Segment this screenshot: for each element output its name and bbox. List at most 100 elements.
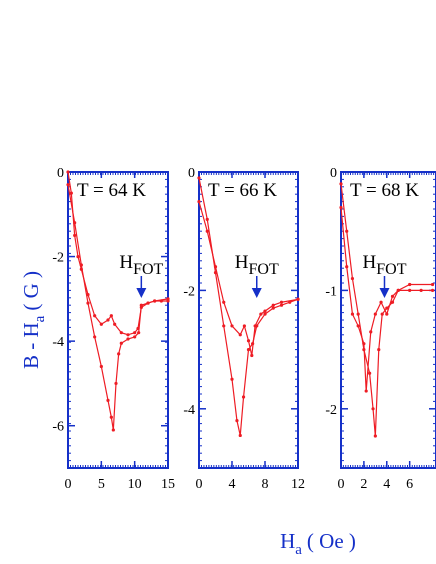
x-tick-label: 15 [161, 477, 175, 492]
data-point [368, 371, 372, 375]
x-tick-label: 0 [338, 477, 345, 492]
data-point [373, 312, 377, 316]
x-tick-label: 0 [196, 477, 203, 492]
data-point [106, 398, 110, 402]
x-tick-label: 10 [128, 477, 142, 492]
data-point [222, 300, 226, 304]
data-point [263, 309, 267, 313]
data-point [390, 300, 395, 304]
y-tick-label: 0 [188, 166, 195, 181]
fot-label: HFOT [119, 252, 163, 278]
data-point [153, 299, 157, 303]
data-point [166, 297, 170, 301]
fot-label: HFOT [363, 252, 407, 278]
data-point [139, 305, 143, 309]
data-point [76, 254, 80, 259]
data-point [117, 352, 121, 356]
annotation-bg [205, 178, 281, 202]
data-point [99, 322, 103, 326]
data-point [345, 229, 349, 233]
data-point [430, 282, 435, 287]
annotation: T = 64 K [77, 180, 146, 201]
data-point [379, 300, 383, 304]
fot-arrowhead [251, 288, 262, 298]
data-point [339, 182, 343, 186]
data-point [296, 297, 300, 301]
data-point [350, 312, 355, 316]
x-label-unit: ( Oe ) [307, 529, 356, 553]
fot-label: HFOT [235, 252, 279, 278]
data-point [222, 324, 226, 328]
data-point [230, 377, 234, 381]
data-point [271, 303, 275, 307]
data-point [213, 265, 218, 269]
data-point [279, 300, 284, 304]
data-point [364, 389, 368, 393]
x-label-main: H [280, 529, 295, 553]
data-point [133, 331, 137, 335]
data-point [205, 217, 209, 221]
data-point [137, 331, 141, 335]
panel: 0 -2 -4 -6 0 5 10 15 T = 64 K HFOT [52, 166, 175, 492]
data-point [73, 233, 77, 238]
annotation-bg [74, 178, 150, 202]
y-tick-label: 0 [57, 166, 64, 181]
data-point [373, 434, 377, 438]
data-point [113, 322, 117, 326]
y-tick-label: -4 [183, 403, 195, 418]
y-label-unit: ( G ) [19, 271, 43, 311]
data-line [340, 183, 433, 437]
plot-frame [340, 171, 436, 469]
data-point [271, 306, 275, 310]
fot-sub: FOT [376, 261, 406, 278]
data-point [259, 312, 263, 316]
data-point [197, 176, 201, 180]
data-point [146, 301, 150, 305]
data-point [114, 381, 118, 386]
x-tick-label: 5 [98, 477, 105, 492]
data-point [419, 288, 423, 292]
data-point [396, 288, 400, 292]
data-point [133, 335, 137, 339]
x-axis-label: Ha ( Oe ) [280, 529, 356, 558]
data-line [198, 177, 299, 436]
data-point [126, 337, 130, 341]
y-tick-label: -2 [325, 403, 337, 418]
data-point [263, 312, 267, 316]
y-tick-label: 0 [330, 166, 337, 181]
data-point [79, 267, 83, 271]
plot-frame [67, 171, 169, 469]
data-point [93, 335, 97, 339]
data-point [109, 415, 113, 419]
data-point [66, 170, 70, 174]
y-tick-label: -2 [52, 251, 64, 266]
data-line [198, 201, 299, 356]
data-point [362, 342, 366, 346]
x-tick-label: 2 [360, 477, 367, 492]
data-point [356, 324, 360, 328]
fot-main: H [119, 252, 133, 273]
data-point [197, 200, 201, 204]
fot-main: H [363, 252, 377, 273]
fot-arrowhead [379, 288, 390, 298]
x-tick-label: 8 [262, 477, 269, 492]
x-tick-label: 4 [229, 477, 236, 492]
data-point [385, 312, 389, 316]
y-axis-label: B - Ha ( G ) [19, 271, 48, 369]
data-point [250, 353, 254, 358]
y-tick-label: -4 [52, 335, 64, 350]
data-line [67, 184, 168, 431]
data-point [369, 330, 373, 334]
data-point [408, 282, 412, 287]
data-line [340, 207, 433, 392]
x-tick-label: 6 [406, 477, 413, 492]
annotation: T = 66 K [208, 180, 277, 201]
data-point [380, 312, 384, 316]
data-point [66, 183, 70, 187]
data-point [246, 339, 251, 343]
x-label-sub: a [295, 542, 302, 558]
fot-sub: FOT [133, 261, 163, 278]
y-label-main: B - H [19, 322, 43, 369]
data-point [253, 324, 257, 328]
